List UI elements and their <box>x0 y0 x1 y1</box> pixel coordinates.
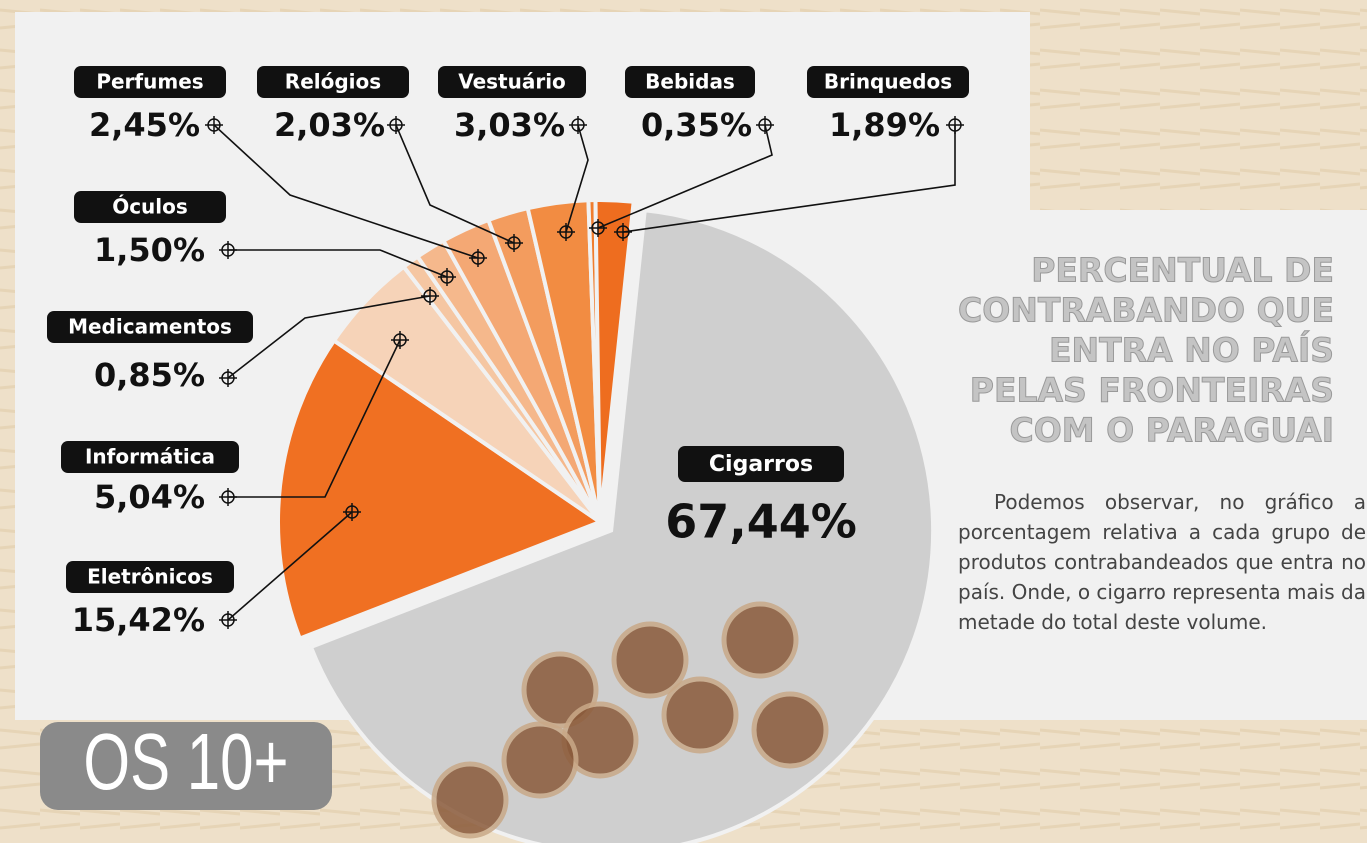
title-line: ENTRA NO PAÍS <box>1049 330 1334 370</box>
value-label: 2,03% <box>274 106 385 144</box>
category-label: Vestuário <box>458 70 566 94</box>
value-label: 5,04% <box>94 478 205 516</box>
cigarette-decoration <box>754 694 826 766</box>
cigarette-decoration <box>614 624 686 696</box>
category-label: Informática <box>85 445 215 469</box>
category-label: Medicamentos <box>68 315 232 339</box>
category-label: Relógios <box>285 70 381 94</box>
value-label: 15,42% <box>72 601 205 639</box>
category-label: Cigarros <box>709 452 813 477</box>
value-label: 67,44% <box>665 495 857 549</box>
title-line: PELAS FRONTEIRAS <box>970 371 1334 410</box>
value-label: 3,03% <box>454 106 565 144</box>
description: Podemos observar, no gráfico a porcentag… <box>958 487 1366 637</box>
value-label: 0,35% <box>641 106 752 144</box>
value-label: 2,45% <box>89 106 200 144</box>
category-label: Bebidas <box>645 70 735 94</box>
category-label: Óculos <box>112 195 188 219</box>
category-label: Perfumes <box>96 70 203 94</box>
value-label: 0,85% <box>94 356 205 394</box>
category-label: Eletrônicos <box>87 565 213 589</box>
page: Eletrônicos 15,42% Informática 5,04% Medicam… <box>0 0 1367 843</box>
cigarette-decoration <box>434 764 506 836</box>
cigarette-decoration <box>664 679 736 751</box>
category-label: Brinquedos <box>824 70 952 94</box>
value-label: 1,89% <box>829 106 940 144</box>
cigarette-decoration <box>724 604 796 676</box>
value-label: 1,50% <box>94 231 205 269</box>
title-line: CONTRABANDO QUE <box>958 291 1334 330</box>
badge: OS 10+ <box>83 717 288 806</box>
chart: Eletrônicos 15,42% Informática 5,04% Medicam… <box>0 0 1367 843</box>
title-line: PERCENTUAL DE <box>1031 251 1334 290</box>
cigarette-decoration <box>504 724 576 796</box>
title-line: COM O PARAGUAI <box>1010 411 1334 450</box>
